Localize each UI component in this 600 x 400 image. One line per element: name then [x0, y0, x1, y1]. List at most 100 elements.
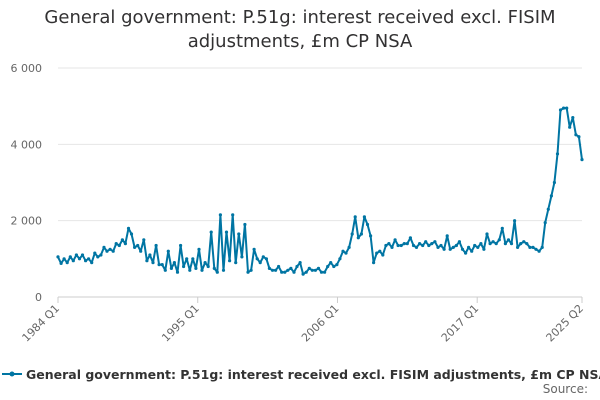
data-point — [274, 268, 278, 272]
data-point — [396, 243, 400, 248]
legend-line-marker-icon — [2, 371, 22, 377]
data-point — [96, 255, 100, 259]
data-point — [255, 257, 259, 261]
data-point — [166, 249, 170, 253]
data-point — [80, 253, 85, 257]
data-point — [77, 257, 82, 261]
data-point — [338, 257, 342, 261]
data-point — [182, 264, 186, 269]
data-point — [332, 264, 336, 269]
data-point — [221, 268, 226, 272]
data-point — [65, 261, 69, 265]
data-point — [90, 261, 94, 265]
data-point — [329, 261, 333, 265]
data-point — [280, 270, 284, 274]
x-tick-label: 1984 Q1 — [20, 302, 63, 345]
x-tick-label: 2017 Q1 — [439, 302, 482, 345]
x-tick-label: 1995 Q1 — [159, 302, 202, 345]
data-point — [136, 243, 140, 248]
data-point — [503, 242, 507, 246]
data-point — [335, 263, 339, 267]
data-point — [203, 261, 207, 265]
data-point — [555, 152, 560, 156]
data-point — [359, 232, 363, 236]
data-point — [436, 245, 440, 249]
data-point — [148, 253, 152, 257]
data-point — [200, 268, 204, 272]
data-point — [301, 272, 305, 276]
data-point — [552, 180, 557, 185]
data-point — [215, 270, 219, 274]
data-point — [179, 243, 183, 248]
y-tick-label: 4 000 — [11, 138, 43, 151]
data-point — [344, 251, 348, 255]
data-point — [323, 270, 327, 274]
data-point — [197, 247, 201, 251]
data-point — [111, 249, 115, 253]
data-point — [519, 242, 523, 246]
data-point — [188, 268, 192, 272]
data-point — [249, 268, 253, 272]
chart-title-line-1: General government: P.51g: interest rece… — [44, 7, 556, 28]
data-point — [258, 261, 262, 265]
data-point — [384, 243, 388, 248]
series-line — [57, 107, 583, 276]
data-point — [534, 247, 538, 251]
data-point — [577, 135, 581, 139]
data-point — [387, 242, 391, 246]
data-point — [350, 232, 354, 236]
data-point — [191, 257, 195, 261]
data-point — [212, 266, 216, 270]
y-axis-ticks: 0 2 000 4 000 6 000 — [11, 62, 43, 304]
data-point — [500, 226, 504, 230]
data-point — [59, 261, 63, 265]
data-point — [467, 245, 471, 249]
data-point — [378, 249, 382, 253]
data-point — [206, 264, 210, 269]
data-point — [445, 234, 449, 238]
data-point — [473, 243, 477, 248]
data-point — [537, 249, 541, 253]
data-point — [240, 255, 244, 259]
data-point — [525, 242, 529, 246]
data-point — [540, 245, 544, 249]
data-point — [430, 242, 434, 246]
data-point — [356, 236, 360, 240]
data-point — [549, 194, 554, 198]
data-point — [522, 240, 526, 244]
data-point — [347, 245, 351, 249]
data-point — [68, 255, 72, 259]
data-point — [126, 226, 131, 230]
data-point — [448, 247, 452, 251]
data-point — [243, 222, 247, 227]
data-point — [562, 106, 566, 110]
data-point — [442, 247, 446, 251]
data-point — [231, 213, 235, 217]
data-point — [393, 238, 397, 242]
data-point — [224, 230, 229, 234]
data-point — [295, 264, 299, 269]
data-point — [264, 257, 268, 261]
data-point — [319, 270, 324, 274]
data-point — [424, 240, 428, 244]
data-point — [494, 242, 498, 246]
data-point — [509, 242, 514, 246]
data-point — [252, 247, 256, 251]
data-point — [408, 236, 412, 240]
data-point — [270, 268, 275, 272]
chart-legend: General government: P.51g: interest rece… — [2, 365, 600, 383]
data-point — [142, 238, 146, 242]
chart-title: General government: P.51g: interest rece… — [0, 6, 600, 54]
data-point — [313, 268, 317, 272]
data-point — [286, 268, 290, 272]
data-point — [558, 108, 563, 112]
data-point — [139, 249, 143, 253]
data-point — [568, 125, 572, 129]
data-point — [485, 232, 489, 236]
data-point — [114, 242, 118, 246]
data-point — [62, 257, 66, 261]
chart-series — [56, 106, 584, 276]
data-point — [145, 259, 149, 263]
data-point — [151, 261, 155, 265]
data-point — [56, 255, 60, 259]
